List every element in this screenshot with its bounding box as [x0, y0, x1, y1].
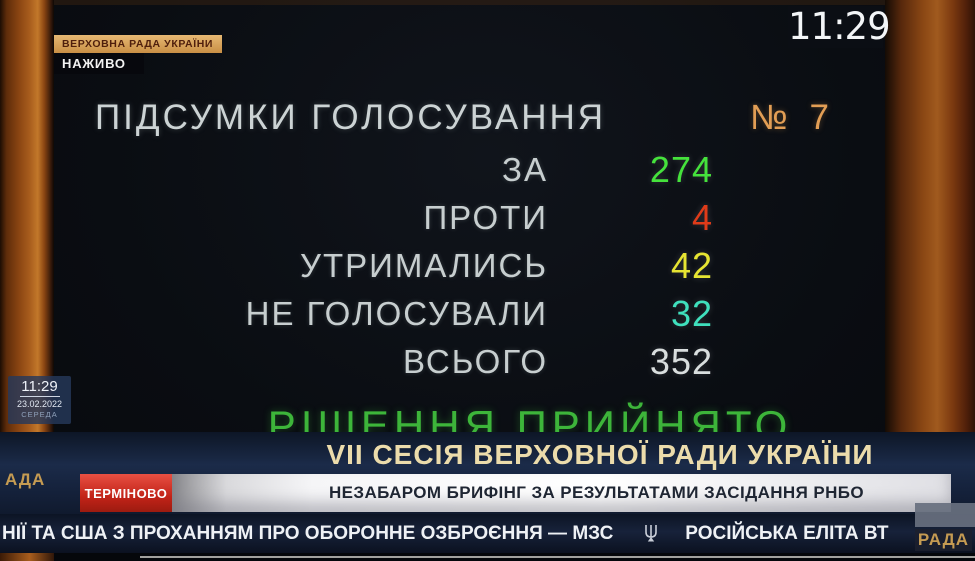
studio-clock: 11:29 [788, 5, 891, 48]
board-title: ПІДСУМКИ ГОЛОСУВАННЯ [95, 98, 607, 137]
vote-number: № 7 [750, 98, 829, 138]
vote-row-value: 352 [649, 341, 713, 382]
live-badge: НАЖИВО [54, 53, 144, 74]
vote-row: ПРОТИ 4 [95, 194, 713, 242]
datetime-time: 11:29 [21, 378, 58, 395]
urgent-badge: ТЕРМІНОВО [80, 474, 172, 512]
vote-results-table: ЗА 274 ПРОТИ 4 УТРИМАЛИСЬ 42 НЕ ГОЛОСУВА… [95, 146, 713, 386]
vote-row-value: 4 [691, 197, 713, 238]
wood-pillar-left [0, 0, 54, 432]
vote-row-label: УТРИМАЛИСЬ [300, 247, 548, 284]
vote-row-label: ВСЬОГО [402, 343, 548, 380]
logo-plate [915, 503, 975, 527]
vote-row: УТРИМАЛИСЬ 42 [95, 242, 713, 290]
trident-icon [643, 523, 659, 545]
rada-watermark-left: АДА [5, 470, 46, 489]
session-headline: VII СЕСІЯ ВЕРХОВНОЇ РАДИ УКРАЇНИ [326, 439, 874, 470]
vote-number-label: № [750, 98, 788, 137]
vote-number-value: 7 [809, 98, 830, 137]
vote-row-value: 32 [670, 293, 713, 334]
breaking-news-text: НЕЗАБАРОМ БРИФІНГ ЗА РЕЗУЛЬТАТАМИ ЗАСІДА… [328, 483, 865, 502]
ticker-item-right: РОСІЙСЬКА ЕЛІТА ВТ [685, 522, 889, 544]
vote-row: ВСЬОГО 352 [95, 338, 713, 386]
vote-row: НЕ ГОЛОСУВАЛИ 32 [95, 290, 713, 338]
vote-row-label: ПРОТИ [423, 199, 548, 236]
ticker-item-left: НІЇ ТА США З ПРОХАННЯМ ПРО ОБОРОННЕ ОЗБР… [2, 522, 614, 544]
vote-row-label: ЗА [502, 151, 548, 188]
vote-row-label: НЕ ГОЛОСУВАЛИ [245, 295, 548, 332]
vote-row: ЗА 274 [95, 146, 713, 194]
breaking-news-bar: НЕЗАБАРОМ БРИФІНГ ЗА РЕЗУЛЬТАТАМИ ЗАСІДА… [172, 474, 951, 512]
ceiling-shade [54, 0, 885, 5]
vote-row-value: 274 [649, 149, 713, 190]
rada-channel-logo: РАДА [914, 529, 972, 551]
datetime-divider [19, 396, 60, 397]
wood-sliver-bottom-left [0, 553, 54, 561]
wood-pillar-right [885, 0, 975, 432]
datetime-weekday: СЕРЕДА [21, 410, 58, 419]
news-ticker: НІЇ ТА США З ПРОХАННЯМ ПРО ОБОРОННЕ ОЗБР… [0, 514, 975, 553]
datetime-box: 11:29 23.02.2022 СЕРЕДА [8, 376, 71, 424]
channel-badge: ВЕРХОВНА РАДА УКРАЇНИ [54, 35, 222, 53]
datetime-date: 23.02.2022 [16, 399, 63, 409]
bottom-highlight-line [140, 556, 975, 558]
vote-row-value: 42 [670, 245, 713, 286]
